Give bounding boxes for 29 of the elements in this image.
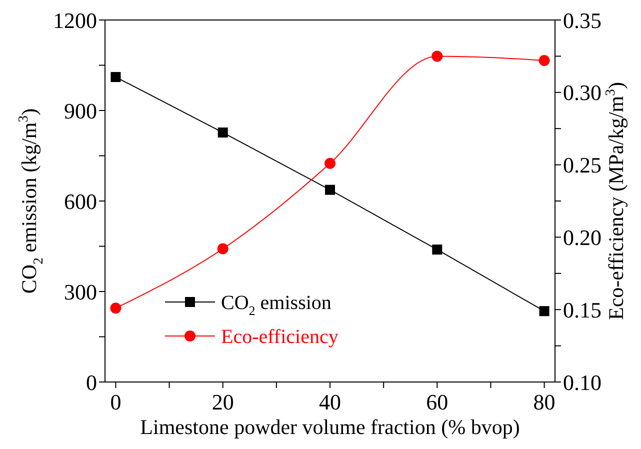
point <box>538 55 550 66</box>
point <box>325 184 335 195</box>
x-tick-label: 80 <box>533 390 556 415</box>
y-tick-label: 0 <box>86 370 97 395</box>
point <box>432 50 443 62</box>
y-tick-label: 900 <box>64 98 97 124</box>
point <box>432 244 442 255</box>
x-axis-title: Limestone powder volume fraction (% bvop) <box>140 415 520 439</box>
point <box>539 306 550 316</box>
y-tick-label: 600 <box>64 188 97 214</box>
x-tick-label: 40 <box>319 390 341 415</box>
legend-label: Eco-efficiency <box>221 326 338 348</box>
y-tick-label: 1200 <box>53 8 97 33</box>
point <box>110 72 121 82</box>
y2-tick-label: 0.25 <box>563 152 602 178</box>
y2-tick-label: 0.30 <box>563 80 602 106</box>
point <box>218 128 228 138</box>
legend-label: CO$_{2}$ emission <box>221 292 332 318</box>
y-tick-label: 300 <box>64 279 97 304</box>
point <box>217 243 228 254</box>
y2-tick-label: 0.20 <box>563 225 602 250</box>
y2-tick-label: 0.35 <box>563 8 602 33</box>
point <box>324 158 336 169</box>
x-tick-label: 20 <box>212 390 234 415</box>
y2-tick-label: 0.10 <box>563 370 602 395</box>
x-tick-label: 0 <box>110 390 122 415</box>
y2-tick-label: 0.15 <box>563 297 602 322</box>
x-tick-label: 60 <box>426 390 448 415</box>
point <box>110 302 122 314</box>
